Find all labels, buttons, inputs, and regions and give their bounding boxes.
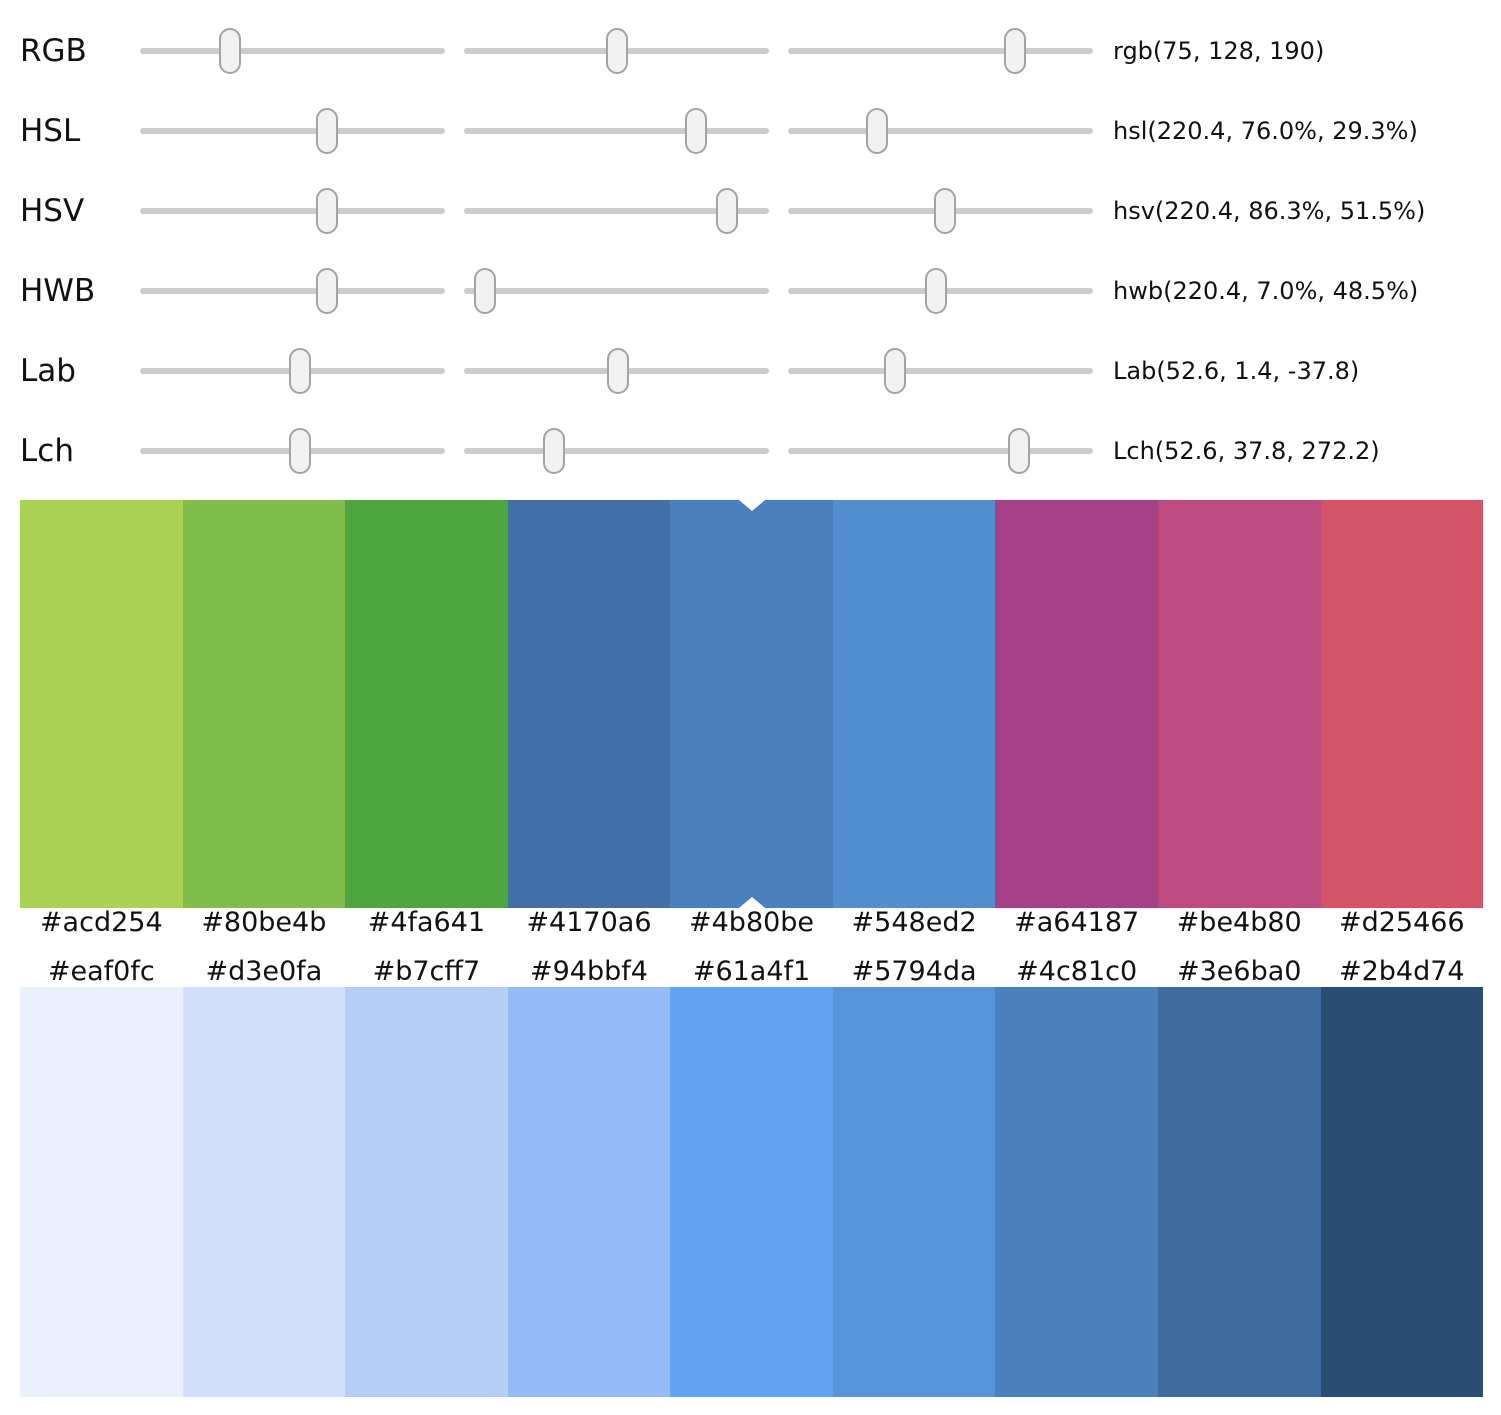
- tint-palette: [20, 987, 1484, 1397]
- hex-label: #2b4d74: [1338, 956, 1465, 987]
- hwb-h-slider-track[interactable]: [140, 268, 445, 314]
- hex-label: #548ed2: [851, 907, 977, 938]
- lab-a-slider-track[interactable]: [464, 348, 769, 394]
- hsv-s-slider-thumb[interactable]: [716, 188, 739, 234]
- swatch[interactable]: [345, 500, 508, 908]
- rgb-g-slider-track[interactable]: [464, 28, 769, 74]
- slider-row-hsv: HSV hsv(220.4, 86.3%, 51.5%): [0, 181, 1501, 241]
- lch-c-slider-track[interactable]: [464, 428, 769, 474]
- swatch[interactable]: [832, 500, 996, 908]
- slider-row-hsl: HSL hsl(220.4, 76.0%, 29.3%): [0, 101, 1501, 161]
- hsl-h-slider-thumb[interactable]: [315, 108, 338, 154]
- hsv-v-slider-thumb[interactable]: [934, 188, 957, 234]
- hex-label: #d3e0fa: [205, 956, 323, 987]
- lch-l-slider-thumb[interactable]: [289, 428, 312, 474]
- slider-row-lch: Lch Lch(52.6, 37.8, 272.2): [0, 421, 1501, 481]
- hex-label: #80be4b: [201, 907, 327, 938]
- hex-label: #4170a6: [526, 907, 652, 938]
- hex-label: #4b80be: [689, 907, 815, 938]
- hwb-value-text: hwb(220.4, 7.0%, 48.5%): [1113, 277, 1419, 305]
- swatch[interactable]: [507, 500, 671, 908]
- swatch[interactable]: [20, 500, 183, 908]
- hsl-value-text: hsl(220.4, 76.0%, 29.3%): [1113, 117, 1418, 145]
- swatch[interactable]: [832, 987, 996, 1397]
- lch-h-slider-thumb[interactable]: [1007, 428, 1030, 474]
- rgb-value-text: rgb(75, 128, 190): [1113, 37, 1325, 65]
- rgb-b-slider-track[interactable]: [788, 28, 1093, 74]
- lab-a-slider-thumb[interactable]: [607, 348, 630, 394]
- swatch[interactable]: [345, 987, 508, 1397]
- hex-label: #eaf0fc: [47, 956, 155, 987]
- swatch[interactable]: [182, 987, 346, 1397]
- hex-label: #be4b80: [1176, 907, 1302, 938]
- hsv-s-slider-track[interactable]: [464, 188, 769, 234]
- hsv-v-slider-track[interactable]: [788, 188, 1093, 234]
- hwb-b-slider-track[interactable]: [788, 268, 1093, 314]
- hex-label: #acd254: [39, 907, 163, 938]
- swatch[interactable]: [507, 987, 671, 1397]
- hsv-h-slider-thumb[interactable]: [315, 188, 338, 234]
- hex-label: #3e6ba0: [1176, 956, 1302, 987]
- lch-l-slider-track[interactable]: [140, 428, 445, 474]
- hsv-value-text: hsv(220.4, 86.3%, 51.5%): [1113, 197, 1426, 225]
- hwb-w-slider-thumb[interactable]: [474, 268, 497, 314]
- lab-b-slider-track[interactable]: [788, 348, 1093, 394]
- hue-palette-hex-labels: #acd254 #80be4b #4fa641 #4170a6 #4b80be …: [20, 903, 1483, 943]
- hsl-l-slider-thumb[interactable]: [866, 108, 889, 154]
- hwb-b-slider-thumb[interactable]: [924, 268, 947, 314]
- rgb-b-slider-thumb[interactable]: [1004, 28, 1027, 74]
- hex-label: #4c81c0: [1016, 956, 1138, 987]
- hsl-l-slider-track[interactable]: [788, 108, 1093, 154]
- swatch[interactable]: [182, 500, 346, 908]
- slider-row-lab: Lab Lab(52.6, 1.4, -37.8): [0, 341, 1501, 401]
- swatch-selected[interactable]: [670, 500, 833, 908]
- hwb-h-slider-thumb[interactable]: [315, 268, 338, 314]
- lch-c-slider-thumb[interactable]: [542, 428, 565, 474]
- lch-h-slider-track[interactable]: [788, 428, 1093, 474]
- slider-row-label: Lch: [20, 433, 74, 469]
- rgb-g-slider-thumb[interactable]: [606, 28, 629, 74]
- swatch[interactable]: [20, 987, 183, 1397]
- lab-value-text: Lab(52.6, 1.4, -37.8): [1113, 357, 1360, 385]
- hue-palette: [20, 500, 1484, 908]
- swatch[interactable]: [1320, 500, 1484, 908]
- hex-label: #d25466: [1338, 907, 1465, 938]
- rgb-r-slider-track[interactable]: [140, 28, 445, 74]
- tint-palette-hex-labels: #eaf0fc #d3e0fa #b7cff7 #94bbf4 #61a4f1 …: [20, 952, 1483, 992]
- swatch[interactable]: [670, 987, 833, 1397]
- hwb-w-slider-track[interactable]: [464, 268, 769, 314]
- slider-row-rgb: RGB rgb(75, 128, 190): [0, 21, 1501, 81]
- slider-row-hwb: HWB hwb(220.4, 7.0%, 48.5%): [0, 261, 1501, 321]
- hex-label: #61a4f1: [692, 956, 811, 987]
- swatch[interactable]: [1157, 987, 1321, 1397]
- slider-row-label: HWB: [20, 273, 96, 309]
- hsv-h-slider-track[interactable]: [140, 188, 445, 234]
- slider-row-label: Lab: [20, 353, 76, 389]
- swatch[interactable]: [995, 500, 1158, 908]
- hex-label: #4fa641: [367, 907, 486, 938]
- slider-row-label: HSL: [20, 113, 81, 149]
- hex-label: #b7cff7: [372, 956, 481, 987]
- lch-value-text: Lch(52.6, 37.8, 272.2): [1113, 437, 1380, 465]
- hsl-s-slider-thumb[interactable]: [684, 108, 707, 154]
- hsl-h-slider-track[interactable]: [140, 108, 445, 154]
- swatch[interactable]: [1157, 500, 1321, 908]
- hex-label: #5794da: [851, 956, 977, 987]
- hex-label: #a64187: [1014, 907, 1140, 938]
- hsl-s-slider-track[interactable]: [464, 108, 769, 154]
- swatch[interactable]: [995, 987, 1158, 1397]
- lab-l-slider-thumb[interactable]: [289, 348, 312, 394]
- slider-row-label: HSV: [20, 193, 85, 229]
- swatch[interactable]: [1320, 987, 1484, 1397]
- slider-row-label: RGB: [20, 33, 87, 69]
- lab-b-slider-thumb[interactable]: [884, 348, 907, 394]
- hex-label: #94bbf4: [529, 956, 648, 987]
- rgb-r-slider-thumb[interactable]: [218, 28, 241, 74]
- lab-l-slider-track[interactable]: [140, 348, 445, 394]
